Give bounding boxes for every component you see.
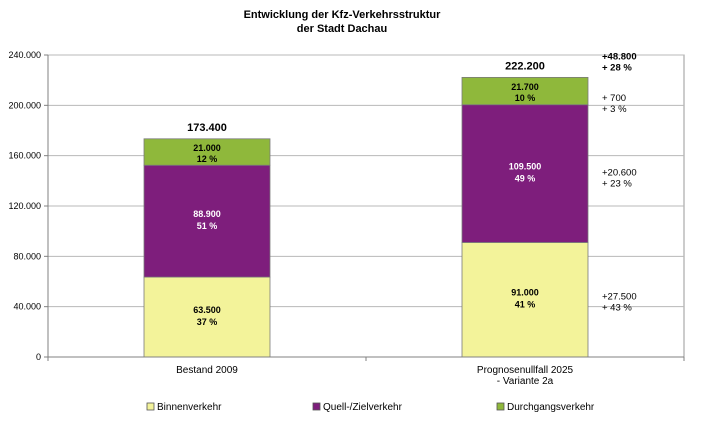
y-tick-label: 120.000 [8, 201, 41, 211]
legend-label: Binnenverkehr [157, 402, 222, 413]
change-annotation-text: +20.600 [602, 168, 637, 179]
change-annotation-text: +48.800 [602, 51, 637, 62]
bar-percent-label: 49 % [515, 174, 536, 184]
change-annotations: +48.800+ 28 % + 700+ 3 % +20.600+ 23 % +27.… [602, 51, 637, 313]
bar-value-label: 21.700 [511, 82, 539, 92]
x-axis: Bestand 2009 Prognosenullfall 2025- Varia… [47, 356, 685, 387]
bar-segment [461, 104, 589, 243]
bar-segment [461, 242, 589, 358]
bar-percent-label: 10 % [515, 93, 536, 103]
bar-total-label: 222.200 [505, 60, 545, 72]
bar-segment [143, 138, 271, 166]
change-annotation-text: + 23 % [602, 179, 632, 190]
legend-label: Durchgangsverkehr [507, 402, 595, 413]
x-category-label: Bestand 2009 [176, 365, 238, 376]
bar-percent-label: 37 % [197, 317, 218, 327]
y-tick-label: 80.000 [13, 251, 41, 261]
bar-segment [461, 76, 589, 106]
bar-percent-label: 12 % [197, 154, 218, 164]
legend-swatch [496, 402, 505, 411]
bar-segment [143, 164, 271, 278]
chart-title-line-1: Entwicklung der Kfz-Verkehrsstruktur [244, 9, 442, 21]
chart-title-line-2: der Stadt Dachau [297, 23, 387, 35]
y-tick-label: 200.000 [8, 100, 41, 110]
y-tick-label: 0 [36, 352, 41, 362]
legend-swatch [312, 402, 321, 411]
change-annotation-text: + 43 % [602, 303, 632, 314]
change-annotation-text: + 700 [602, 93, 626, 104]
legend: Binnenverkehr Quell-/Zielverkehr Durchgang… [146, 402, 595, 413]
y-tick-label: 40.000 [13, 302, 41, 312]
x-category-label: - Variante 2a [497, 376, 554, 387]
bar-value-label: 63.500 [193, 305, 221, 315]
y-axis: 0 40.000 80.000 120.000 160.000 200.000 240.00… [8, 50, 49, 362]
x-category-label: Prognosenullfall 2025 [477, 365, 574, 376]
legend-label: Quell-/Zielverkehr [323, 402, 403, 413]
bar-percent-label: 41 % [515, 300, 536, 310]
bar-percent-label: 51 % [197, 221, 218, 231]
bar-value-label: 109.500 [509, 162, 542, 172]
y-tick-label: 240.000 [8, 50, 41, 60]
legend-swatch [146, 402, 155, 411]
bar-total-label: 173.400 [187, 122, 227, 134]
change-annotation-text: + 3 % [602, 104, 627, 115]
y-tick-label: 160.000 [8, 151, 41, 161]
bar-value-label: 21.000 [193, 143, 221, 153]
bar-value-label: 88.900 [193, 209, 221, 219]
change-annotation-text: + 28 % [602, 62, 632, 73]
bar-value-label: 91.000 [511, 288, 539, 298]
change-annotation-text: +27.500 [602, 292, 637, 303]
